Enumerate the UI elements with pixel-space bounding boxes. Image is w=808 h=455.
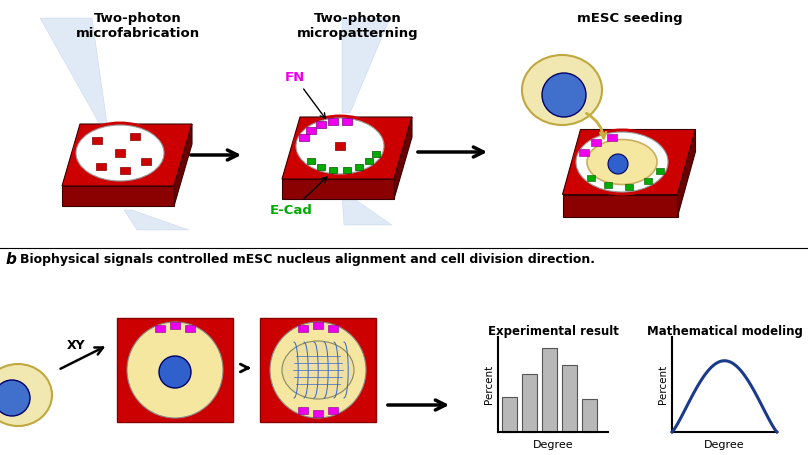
Bar bbox=[306, 126, 316, 134]
Polygon shape bbox=[174, 124, 192, 206]
Bar bbox=[307, 158, 315, 164]
Bar bbox=[542, 349, 557, 432]
Bar bbox=[115, 149, 125, 157]
Ellipse shape bbox=[576, 132, 668, 192]
Circle shape bbox=[127, 322, 223, 418]
Text: Degree: Degree bbox=[532, 440, 574, 450]
Bar bbox=[607, 134, 617, 141]
Ellipse shape bbox=[282, 341, 354, 399]
Bar bbox=[328, 118, 339, 126]
Text: XY: XY bbox=[67, 339, 86, 352]
Bar bbox=[582, 399, 597, 432]
Polygon shape bbox=[62, 186, 174, 206]
Polygon shape bbox=[677, 130, 696, 217]
Polygon shape bbox=[562, 130, 696, 194]
Bar bbox=[317, 164, 325, 170]
Bar bbox=[298, 407, 308, 415]
Bar bbox=[655, 167, 663, 173]
Polygon shape bbox=[394, 117, 412, 199]
Bar bbox=[587, 175, 595, 181]
Polygon shape bbox=[562, 194, 677, 217]
Bar bbox=[562, 364, 577, 432]
Bar bbox=[130, 133, 140, 141]
Text: Percent: Percent bbox=[484, 365, 494, 404]
Circle shape bbox=[542, 73, 586, 117]
Polygon shape bbox=[62, 124, 192, 186]
Text: Percent: Percent bbox=[658, 365, 668, 404]
Bar bbox=[522, 374, 537, 432]
Text: FN: FN bbox=[285, 71, 326, 118]
Bar bbox=[355, 164, 363, 170]
Polygon shape bbox=[40, 18, 107, 123]
Bar bbox=[591, 139, 601, 146]
Text: mESC seeding: mESC seeding bbox=[577, 12, 683, 25]
Ellipse shape bbox=[587, 140, 657, 184]
Text: E-Cad: E-Cad bbox=[270, 177, 327, 217]
Bar bbox=[644, 178, 652, 184]
Text: Two-photon
microfabrication: Two-photon microfabrication bbox=[76, 12, 200, 40]
Bar bbox=[343, 167, 351, 172]
Bar bbox=[95, 163, 106, 170]
Text: b: b bbox=[6, 252, 17, 267]
Circle shape bbox=[0, 380, 30, 416]
Bar bbox=[330, 167, 338, 172]
Polygon shape bbox=[282, 179, 394, 199]
Bar bbox=[170, 322, 180, 329]
Bar bbox=[342, 118, 351, 126]
Text: Degree: Degree bbox=[705, 440, 745, 450]
Bar bbox=[365, 158, 373, 164]
Bar bbox=[155, 325, 165, 332]
Bar bbox=[260, 318, 376, 422]
Text: Experimental result: Experimental result bbox=[487, 325, 618, 338]
Polygon shape bbox=[342, 18, 390, 113]
Bar bbox=[299, 134, 309, 141]
Ellipse shape bbox=[522, 55, 602, 125]
Bar bbox=[579, 149, 589, 157]
Bar bbox=[185, 325, 195, 332]
Bar bbox=[117, 318, 233, 422]
Bar bbox=[313, 322, 323, 329]
Bar bbox=[328, 407, 338, 415]
Bar bbox=[625, 184, 633, 190]
Ellipse shape bbox=[296, 118, 384, 174]
Polygon shape bbox=[282, 117, 412, 179]
Bar bbox=[298, 325, 308, 332]
Circle shape bbox=[608, 154, 628, 174]
Bar bbox=[313, 410, 323, 417]
Bar bbox=[372, 151, 380, 157]
Ellipse shape bbox=[76, 125, 164, 181]
Text: Biophysical signals controlled mESC nucleus alignment and cell division directio: Biophysical signals controlled mESC nucl… bbox=[20, 253, 595, 266]
Bar bbox=[141, 158, 151, 165]
Circle shape bbox=[159, 356, 191, 388]
Text: Mathematical modeling: Mathematical modeling bbox=[646, 325, 802, 338]
Bar bbox=[604, 182, 612, 188]
Ellipse shape bbox=[0, 364, 52, 426]
Polygon shape bbox=[342, 196, 392, 225]
Bar bbox=[120, 167, 130, 174]
Bar bbox=[92, 137, 102, 144]
Text: Two-photon
micropatterning: Two-photon micropatterning bbox=[297, 12, 419, 40]
Bar bbox=[316, 121, 326, 128]
Bar bbox=[328, 325, 338, 332]
Bar bbox=[502, 397, 517, 432]
Polygon shape bbox=[124, 210, 189, 230]
Bar bbox=[335, 142, 345, 150]
Circle shape bbox=[270, 322, 366, 418]
